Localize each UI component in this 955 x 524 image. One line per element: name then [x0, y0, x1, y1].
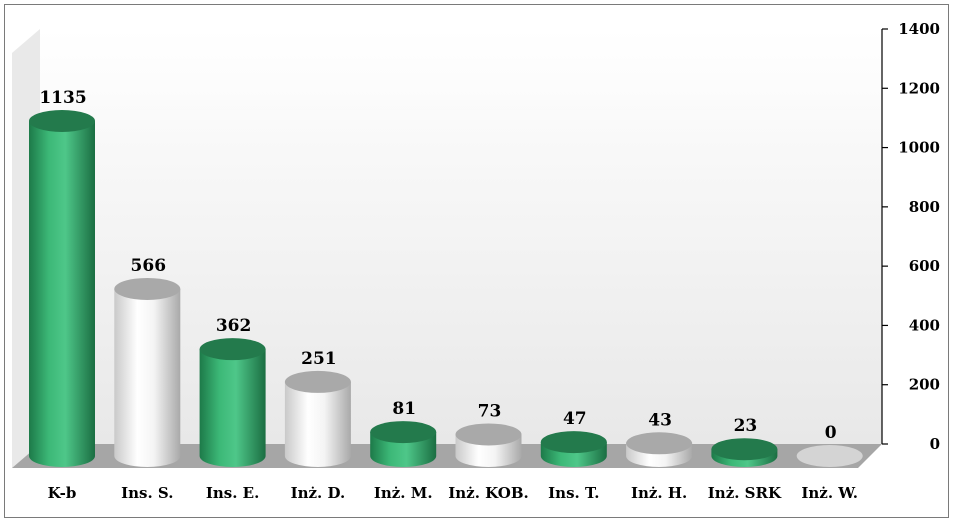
bar	[455, 423, 522, 468]
bar	[284, 370, 351, 468]
data-label: 251	[301, 349, 337, 369]
bar	[199, 338, 266, 467]
data-label: 73	[478, 401, 502, 421]
data-label: 0	[825, 423, 837, 443]
data-label: 43	[648, 410, 672, 430]
data-label: 47	[563, 409, 587, 429]
bar	[114, 277, 181, 467]
x-tick-label: Ins. S.	[121, 484, 173, 502]
bar-top	[370, 421, 437, 444]
y-tick-label: 800	[909, 198, 940, 216]
bar	[370, 421, 437, 468]
bar-top	[626, 432, 693, 455]
bar-top	[711, 438, 778, 461]
x-tick-label: Inż. M.	[374, 484, 433, 502]
x-tick-label: Inż. SRK	[708, 484, 782, 502]
bar-top	[199, 338, 266, 361]
y-tick-label: 1200	[898, 79, 940, 97]
x-tick-label: Inż. D.	[291, 484, 346, 502]
y-tick-label: 1000	[898, 139, 940, 157]
data-label: 81	[392, 399, 416, 419]
bar-top	[455, 423, 522, 446]
x-tick-label: K-b	[48, 484, 77, 502]
x-tick-label: Inż. H.	[631, 484, 687, 502]
data-label: 362	[216, 316, 252, 336]
bar-body	[199, 349, 266, 467]
bar	[29, 110, 95, 467]
x-tick-label: Inż. W.	[801, 484, 858, 502]
bar-body	[284, 381, 351, 468]
bar-top	[29, 110, 95, 132]
y-tick-label: 0	[930, 435, 940, 453]
y-tick-label: 400	[909, 316, 940, 334]
x-tick-label: Inż. KOB.	[448, 484, 529, 502]
bar-top	[114, 277, 181, 300]
bar	[796, 445, 863, 467]
data-label: 566	[131, 256, 167, 276]
bar-body	[114, 288, 181, 467]
y-tick-label: 600	[909, 257, 940, 275]
bar	[711, 438, 778, 468]
bar-top	[796, 445, 863, 467]
data-label: 23	[734, 416, 758, 436]
y-tick-label: 1400	[898, 20, 940, 38]
x-tick-label: Ins. E.	[206, 484, 259, 502]
bar	[540, 431, 607, 468]
bar-top	[284, 370, 351, 393]
x-tick-label: Ins. T.	[548, 484, 599, 502]
data-label: 1135	[39, 88, 86, 108]
bar	[626, 432, 693, 468]
y-tick-label: 200	[909, 376, 940, 394]
bar-body	[29, 121, 95, 467]
bar-top	[540, 431, 607, 454]
